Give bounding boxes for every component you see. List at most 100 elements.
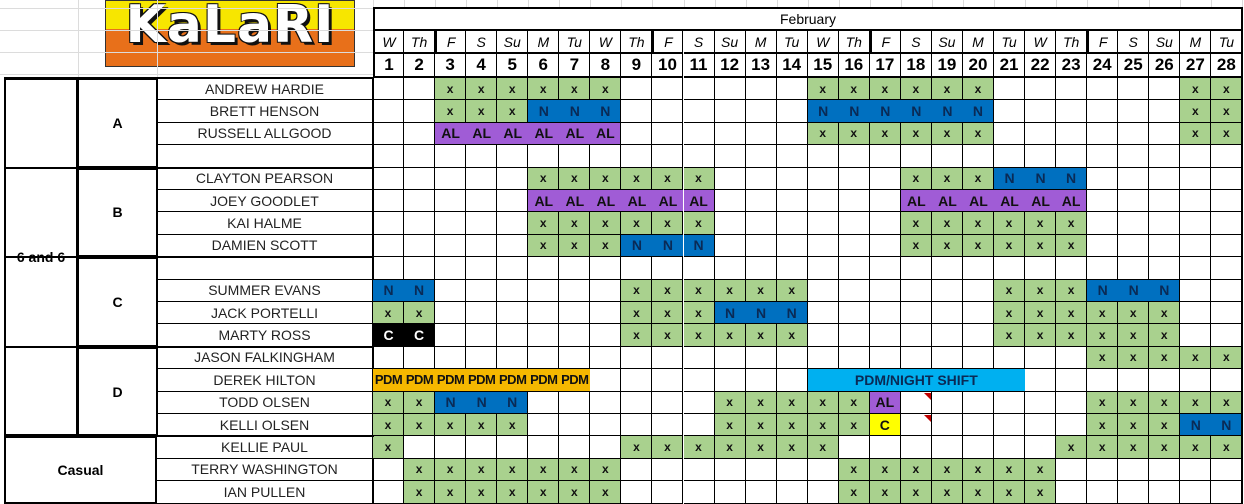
roster-cell[interactable] bbox=[838, 190, 870, 213]
shift-pdm[interactable]: PDM bbox=[404, 369, 436, 392]
roster-cell[interactable] bbox=[745, 369, 777, 392]
shift-x[interactable]: x bbox=[1025, 279, 1057, 302]
shift-x[interactable]: x bbox=[435, 481, 467, 504]
shift-x[interactable]: x bbox=[838, 458, 870, 482]
shift-x[interactable]: x bbox=[559, 234, 591, 258]
roster-cell[interactable] bbox=[1118, 212, 1150, 235]
shift-n[interactable]: N bbox=[683, 234, 715, 258]
shift-x[interactable]: x bbox=[404, 302, 436, 325]
shift-x[interactable]: x bbox=[528, 234, 560, 258]
roster-cell[interactable] bbox=[931, 145, 963, 168]
shift-x[interactable]: x bbox=[1211, 346, 1243, 370]
shift-x[interactable]: x bbox=[683, 212, 715, 235]
shift-n[interactable]: N bbox=[807, 100, 839, 123]
roster-cell[interactable] bbox=[1087, 78, 1119, 101]
roster-cell[interactable] bbox=[373, 167, 405, 190]
shift-pdm[interactable]: PDM bbox=[466, 369, 498, 392]
shift-x[interactable]: x bbox=[1118, 346, 1150, 370]
roster-cell[interactable] bbox=[838, 302, 870, 325]
shift-x[interactable]: x bbox=[373, 414, 405, 437]
shift-x[interactable]: x bbox=[1087, 436, 1119, 459]
shift-x[interactable]: x bbox=[1211, 122, 1243, 146]
roster-cell[interactable] bbox=[1180, 302, 1212, 325]
roster-cell[interactable] bbox=[931, 391, 963, 414]
roster-cell[interactable] bbox=[528, 436, 560, 459]
shift-x[interactable]: x bbox=[404, 414, 436, 437]
roster-cell[interactable] bbox=[745, 458, 777, 482]
shift-x[interactable]: x bbox=[1211, 436, 1243, 459]
roster-cell[interactable] bbox=[621, 100, 653, 123]
shift-x[interactable]: x bbox=[1056, 212, 1088, 235]
roster-cell[interactable] bbox=[869, 167, 901, 190]
roster-cell[interactable] bbox=[838, 212, 870, 235]
roster-cell[interactable] bbox=[621, 346, 653, 370]
roster-cell[interactable] bbox=[466, 302, 498, 325]
shift-x[interactable]: x bbox=[683, 324, 715, 347]
shift-x[interactable]: x bbox=[621, 279, 653, 302]
shift-n[interactable]: N bbox=[590, 100, 622, 123]
shift-x[interactable]: x bbox=[1087, 324, 1119, 347]
roster-cell[interactable] bbox=[683, 391, 715, 414]
shift-x[interactable]: x bbox=[1025, 302, 1057, 325]
shift-x[interactable]: x bbox=[962, 122, 994, 146]
shift-x[interactable]: x bbox=[652, 279, 684, 302]
roster-cell[interactable] bbox=[1056, 122, 1088, 146]
roster-cell[interactable] bbox=[373, 78, 405, 101]
roster-cell[interactable] bbox=[652, 481, 684, 504]
roster-cell[interactable] bbox=[497, 190, 529, 213]
roster-cell[interactable] bbox=[1025, 145, 1057, 168]
shift-x[interactable]: x bbox=[683, 167, 715, 190]
shift-x[interactable]: x bbox=[1180, 346, 1212, 370]
roster-cell[interactable] bbox=[466, 145, 498, 168]
roster-cell[interactable] bbox=[1118, 257, 1150, 280]
shift-x[interactable]: x bbox=[1118, 391, 1150, 414]
roster-cell[interactable] bbox=[621, 145, 653, 168]
shift-n[interactable]: N bbox=[497, 391, 529, 414]
roster-cell[interactable] bbox=[714, 145, 746, 168]
roster-cell[interactable] bbox=[745, 212, 777, 235]
shift-x[interactable]: x bbox=[466, 100, 498, 123]
roster-cell[interactable] bbox=[652, 458, 684, 482]
roster-cell[interactable] bbox=[435, 167, 467, 190]
roster-cell[interactable] bbox=[1087, 234, 1119, 258]
roster-cell[interactable] bbox=[528, 391, 560, 414]
shift-al[interactable]: AL bbox=[497, 122, 529, 146]
roster-cell[interactable] bbox=[652, 391, 684, 414]
roster-cell[interactable] bbox=[590, 369, 622, 392]
roster-cell[interactable] bbox=[900, 391, 932, 414]
roster-cell[interactable] bbox=[869, 257, 901, 280]
roster-cell[interactable] bbox=[745, 234, 777, 258]
roster-cell[interactable] bbox=[869, 436, 901, 459]
shift-c[interactable]: C bbox=[404, 324, 436, 347]
shift-x[interactable]: x bbox=[435, 458, 467, 482]
shift-x[interactable]: x bbox=[838, 481, 870, 504]
shift-x[interactable]: x bbox=[807, 436, 839, 459]
shift-x[interactable]: x bbox=[652, 324, 684, 347]
roster-cell[interactable] bbox=[745, 481, 777, 504]
shift-x[interactable]: x bbox=[900, 458, 932, 482]
roster-cell[interactable] bbox=[869, 346, 901, 370]
roster-cell[interactable] bbox=[745, 100, 777, 123]
roster-cell[interactable] bbox=[466, 324, 498, 347]
roster-cell[interactable] bbox=[1211, 302, 1243, 325]
roster-cell[interactable] bbox=[962, 145, 994, 168]
shift-x[interactable]: x bbox=[1025, 324, 1057, 347]
roster-cell[interactable] bbox=[1056, 145, 1088, 168]
shift-n[interactable]: N bbox=[1087, 279, 1119, 302]
roster-cell[interactable] bbox=[994, 78, 1026, 101]
shift-x[interactable]: x bbox=[745, 414, 777, 437]
roster-cell[interactable] bbox=[807, 302, 839, 325]
roster-cell[interactable] bbox=[497, 167, 529, 190]
roster-cell[interactable] bbox=[776, 346, 808, 370]
shift-x[interactable]: x bbox=[745, 324, 777, 347]
shift-x[interactable]: x bbox=[683, 302, 715, 325]
shift-x[interactable]: x bbox=[1180, 436, 1212, 459]
roster-cell[interactable] bbox=[869, 279, 901, 302]
shift-al[interactable]: AL bbox=[683, 190, 715, 213]
roster-cell[interactable] bbox=[900, 279, 932, 302]
shift-x[interactable]: x bbox=[776, 414, 808, 437]
roster-cell[interactable] bbox=[590, 279, 622, 302]
roster-cell[interactable] bbox=[900, 302, 932, 325]
roster-cell[interactable] bbox=[528, 324, 560, 347]
roster-cell[interactable] bbox=[1149, 369, 1181, 392]
